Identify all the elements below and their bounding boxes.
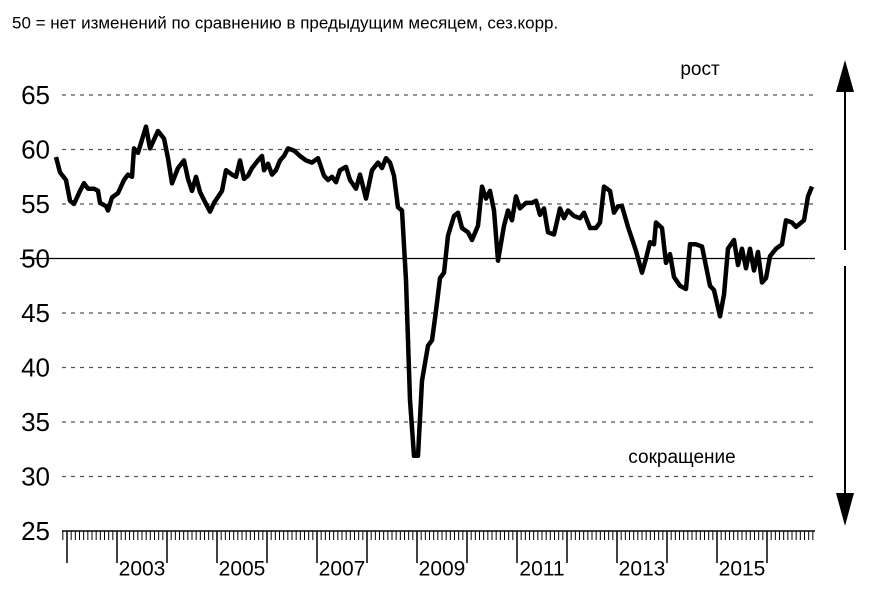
x-tick-label: 2005 (219, 558, 266, 581)
y-tick-label: 60 (21, 134, 50, 164)
data-line (53, 124, 815, 459)
x-tick-label: 2009 (419, 558, 466, 581)
x-tick-label: 2011 (519, 558, 564, 581)
y-tick-label: 65 (21, 80, 50, 110)
annotation: сокращение (628, 447, 735, 468)
subtitle: 50 = нет изменений по сравнению в предыд… (12, 13, 558, 32)
x-tick-label: 2013 (619, 558, 666, 581)
y-tick-label: 30 (21, 461, 50, 491)
x-tick-label: 2003 (119, 558, 166, 581)
y-tick-label: 45 (21, 298, 50, 328)
arrow-head (836, 60, 854, 92)
arrow-head (836, 493, 854, 526)
y-tick-label: 25 (21, 516, 50, 546)
y-tick-label: 40 (21, 352, 50, 382)
y-tick-label: 55 (21, 189, 50, 219)
annotation: рост (680, 59, 720, 80)
x-tick-label: 2015 (719, 558, 766, 581)
y-tick-label: 35 (21, 407, 50, 437)
x-tick-label: 2007 (319, 558, 366, 581)
